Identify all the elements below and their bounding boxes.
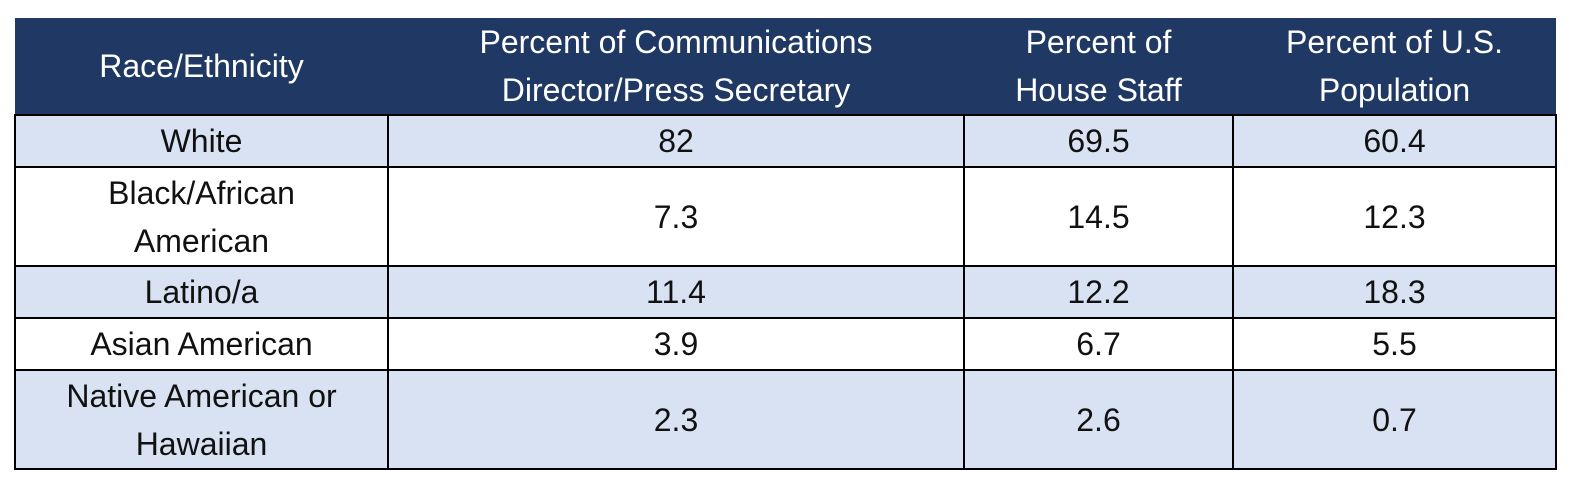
value-cell: 3.9 xyxy=(387,317,965,371)
value-cell: 12.3 xyxy=(1232,166,1557,267)
table-row: Asian American 3.9 6.7 5.5 xyxy=(14,317,1557,371)
row-label: White xyxy=(14,114,389,168)
value-cell: 6.7 xyxy=(963,317,1234,371)
row-label: Black/African American xyxy=(14,166,389,267)
value-cell: 2.3 xyxy=(387,369,965,470)
header-cell: Percent of U.S. Population xyxy=(1233,18,1556,115)
table-row: Native American or Hawaiian 2.3 2.6 0.7 xyxy=(14,369,1557,470)
table-body: White 82 69.5 60.4 Black/African American 7.3… xyxy=(14,114,1557,470)
value-cell: 69.5 xyxy=(963,114,1234,168)
data-table: Race/Ethnicity Percent of Communications … xyxy=(14,18,1557,470)
table-header: Race/Ethnicity Percent of Communications … xyxy=(15,18,1556,115)
value-cell: 60.4 xyxy=(1232,114,1557,168)
row-label: Asian American xyxy=(14,317,389,371)
header-row: Race/Ethnicity Percent of Communications … xyxy=(15,18,1556,115)
header-cell: Percent of House Staff xyxy=(964,18,1233,115)
header-cell: Race/Ethnicity xyxy=(15,18,388,115)
table-row: Latino/a 11.4 12.2 18.3 xyxy=(14,265,1557,319)
row-label: Latino/a xyxy=(14,265,389,319)
row-label: Native American or Hawaiian xyxy=(14,369,389,470)
header-cell: Percent of Communications Director/Press… xyxy=(388,18,964,115)
value-cell: 82 xyxy=(387,114,965,168)
value-cell: 5.5 xyxy=(1232,317,1557,371)
value-cell: 14.5 xyxy=(963,166,1234,267)
value-cell: 18.3 xyxy=(1232,265,1557,319)
value-cell: 7.3 xyxy=(387,166,965,267)
value-cell: 11.4 xyxy=(387,265,965,319)
table-row: Black/African American 7.3 14.5 12.3 xyxy=(14,166,1557,267)
table-row: White 82 69.5 60.4 xyxy=(14,114,1557,168)
value-cell: 0.7 xyxy=(1232,369,1557,470)
value-cell: 12.2 xyxy=(963,265,1234,319)
value-cell: 2.6 xyxy=(963,369,1234,470)
